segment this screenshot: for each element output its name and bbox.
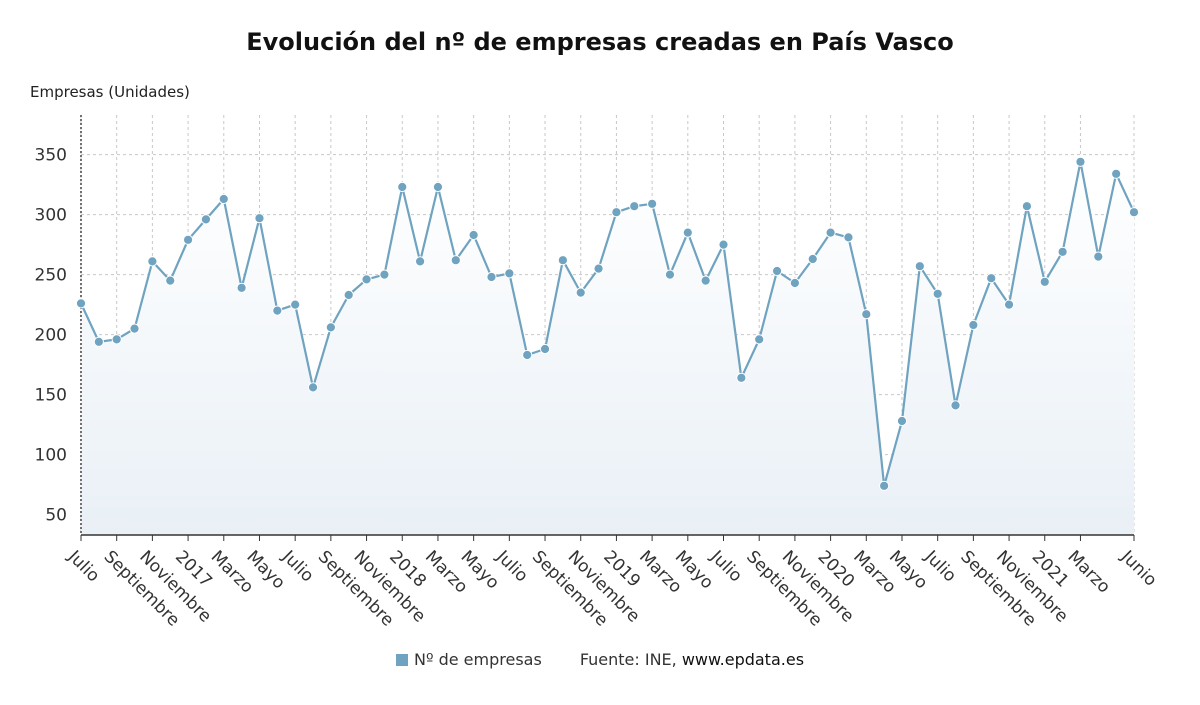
data-points	[75, 156, 1140, 491]
y-tick-label: 150	[35, 386, 67, 406]
data-point	[93, 336, 104, 347]
data-point	[771, 265, 783, 277]
data-point	[432, 181, 444, 193]
data-point	[682, 227, 693, 238]
data-point	[879, 480, 890, 491]
data-point	[950, 400, 961, 411]
legend-series-label: Nº de empresas	[414, 650, 542, 669]
data-point	[415, 256, 426, 267]
data-point	[307, 382, 319, 393]
data-point	[789, 277, 801, 289]
data-point	[1057, 246, 1068, 257]
data-point	[1021, 201, 1033, 212]
data-point	[647, 198, 658, 209]
y-axis-label: Empresas (Unidades)	[30, 83, 190, 101]
data-point	[896, 415, 908, 427]
data-point	[504, 268, 515, 279]
data-point	[290, 299, 301, 310]
data-point	[200, 214, 212, 225]
y-tick-label: 350	[35, 146, 67, 166]
data-point	[825, 227, 836, 238]
data-point	[522, 349, 533, 361]
data-point	[968, 319, 979, 331]
data-point	[593, 263, 604, 274]
data-point	[325, 322, 336, 333]
y-tick-label: 200	[35, 326, 67, 346]
data-point	[1003, 299, 1015, 310]
data-point	[129, 323, 140, 334]
data-point	[182, 234, 194, 245]
data-point	[843, 232, 854, 243]
data-point	[147, 256, 158, 267]
data-point	[272, 305, 283, 316]
data-point	[932, 288, 943, 299]
data-point	[1039, 276, 1050, 287]
source-site: www.epdata.es	[681, 650, 805, 669]
y-tick-label: 100	[35, 446, 67, 466]
data-point	[664, 269, 676, 280]
data-point	[1111, 168, 1122, 179]
data-point	[218, 193, 229, 205]
data-point	[700, 275, 711, 286]
data-point	[557, 255, 568, 266]
data-point	[754, 334, 765, 345]
x-tick-label: Marzo	[1063, 547, 1113, 597]
data-point	[718, 239, 729, 250]
data-point	[361, 274, 372, 285]
series-area	[81, 161, 1134, 536]
data-point	[468, 229, 479, 241]
data-point	[111, 334, 122, 345]
data-point	[914, 261, 925, 272]
chart-title: Evolución del nº de empresas creadas en …	[246, 28, 954, 56]
x-tick-label: Junio	[1116, 546, 1160, 590]
data-point	[575, 287, 586, 298]
data-point	[254, 213, 265, 224]
data-point	[861, 309, 872, 320]
series-line-layer	[80, 160, 1135, 487]
series-line	[80, 160, 1135, 487]
y-tick-label: 250	[35, 266, 67, 286]
source-note: Fuente: INE, www.epdata.es	[580, 650, 804, 669]
data-point	[1075, 156, 1086, 167]
data-point	[343, 289, 354, 301]
data-point	[236, 282, 247, 293]
y-tick-label: 300	[35, 206, 67, 226]
y-tick-labels: 50 100 150 200 250 300 350	[35, 146, 67, 526]
data-point	[397, 181, 408, 193]
x-tick-label: Julio	[63, 546, 103, 586]
data-point	[807, 253, 818, 265]
axes	[80, 115, 1135, 541]
data-point	[611, 207, 622, 218]
source-prefix: Fuente: INE,	[579, 650, 677, 669]
data-point	[486, 271, 497, 283]
data-point	[1093, 251, 1104, 262]
data-point	[629, 201, 640, 212]
legend-swatch	[396, 653, 408, 666]
y-tick-label: 50	[45, 506, 67, 526]
data-point	[75, 298, 87, 309]
data-point	[1128, 207, 1140, 218]
x-tick-labels: JulioSeptiembreNoviembre2017MarzoMayoJul…	[63, 546, 1160, 630]
data-point	[539, 343, 551, 355]
area-fill	[81, 161, 1134, 536]
data-point	[379, 269, 390, 280]
data-point	[165, 275, 176, 286]
legend: Nº de empresas Fuente: INE, www.epdata.e…	[396, 650, 804, 669]
data-point	[986, 273, 997, 284]
data-point	[450, 255, 461, 266]
data-point	[736, 372, 747, 383]
